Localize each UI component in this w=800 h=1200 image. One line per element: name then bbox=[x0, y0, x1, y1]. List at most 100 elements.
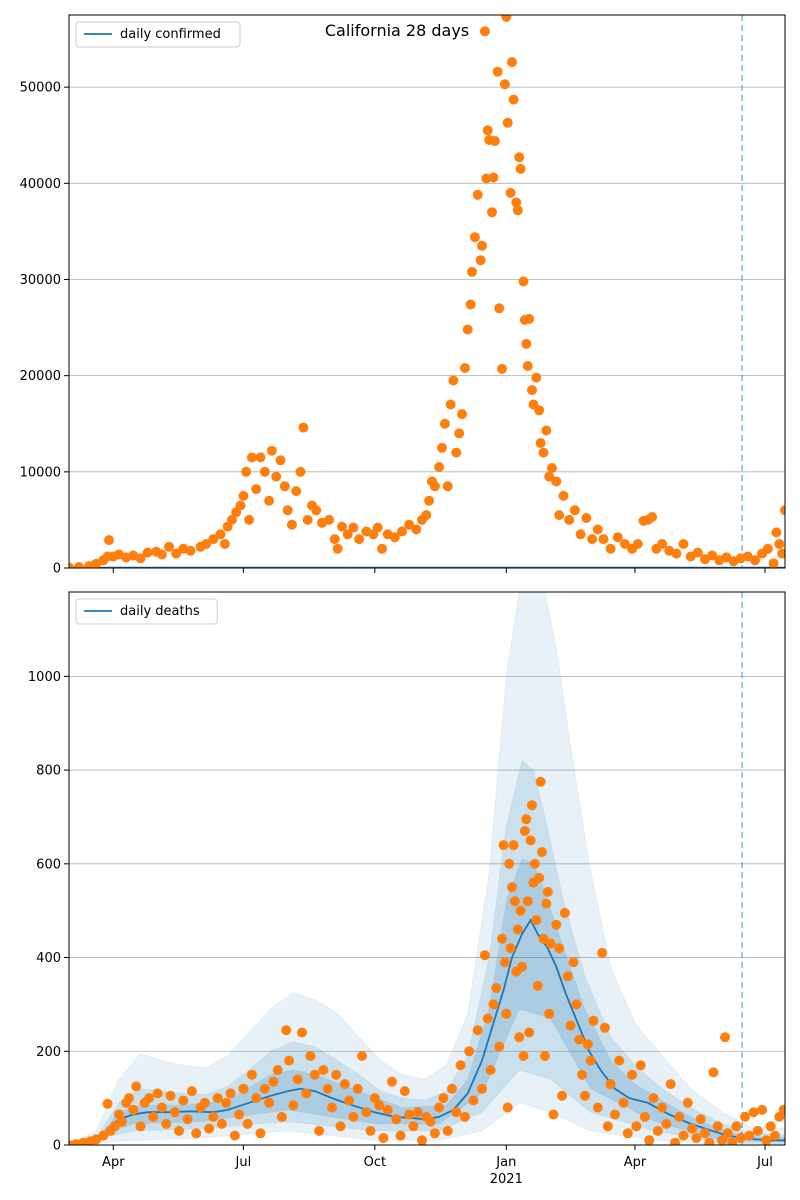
data-point bbox=[251, 484, 262, 495]
data-point bbox=[288, 1100, 299, 1111]
data-point bbox=[505, 187, 516, 198]
data-point bbox=[374, 1100, 385, 1111]
data-point bbox=[501, 1008, 512, 1019]
data-point bbox=[509, 896, 520, 907]
data-point bbox=[459, 363, 470, 373]
data-point bbox=[557, 1090, 568, 1101]
deaths-bands bbox=[69, 592, 785, 1145]
data-point bbox=[517, 961, 527, 972]
data-point bbox=[521, 814, 532, 825]
data-point bbox=[771, 527, 782, 538]
data-point bbox=[291, 486, 302, 497]
data-point bbox=[264, 1097, 275, 1108]
data-point bbox=[255, 452, 266, 463]
data-point bbox=[429, 481, 440, 492]
data-point bbox=[397, 526, 407, 537]
x-tick-label: Apr bbox=[624, 1155, 647, 1170]
confirmed-legend: daily confirmed bbox=[75, 21, 241, 48]
data-point bbox=[770, 1130, 780, 1141]
confirmed-x-ticks bbox=[112, 568, 766, 573]
deaths-legend-box bbox=[75, 598, 218, 625]
data-point bbox=[259, 466, 270, 477]
data-point bbox=[286, 519, 297, 530]
y-tick-label: 400 bbox=[36, 951, 61, 966]
data-point bbox=[700, 1128, 710, 1139]
data-point bbox=[424, 495, 435, 506]
data-point bbox=[464, 1046, 475, 1057]
data-point bbox=[437, 442, 447, 453]
data-point bbox=[750, 555, 760, 566]
data-point bbox=[377, 543, 387, 554]
deaths-legend: daily deaths bbox=[75, 598, 218, 625]
data-point bbox=[241, 466, 252, 477]
data-point bbox=[547, 463, 557, 473]
y-tick-label: 20000 bbox=[20, 369, 61, 384]
data-point bbox=[508, 840, 519, 851]
data-point bbox=[482, 125, 493, 136]
data-point bbox=[411, 524, 422, 535]
data-point bbox=[780, 505, 785, 516]
data-point bbox=[562, 971, 573, 982]
data-point bbox=[695, 1114, 706, 1125]
x-tick-label: Jan bbox=[495, 1155, 516, 1170]
data-point bbox=[185, 545, 196, 556]
data-point bbox=[216, 1118, 227, 1129]
y-tick-label: 200 bbox=[36, 1045, 61, 1060]
data-point bbox=[661, 1118, 672, 1129]
data-point bbox=[515, 905, 526, 916]
data-point bbox=[497, 933, 507, 944]
data-point bbox=[221, 1097, 232, 1108]
data-point bbox=[531, 915, 542, 926]
data-point bbox=[488, 999, 499, 1010]
data-point bbox=[305, 1051, 316, 1061]
data-point bbox=[408, 1121, 419, 1132]
data-point bbox=[98, 1130, 109, 1141]
data-point bbox=[455, 1060, 466, 1071]
data-point bbox=[447, 1083, 457, 1094]
data-point bbox=[348, 522, 359, 533]
data-point bbox=[707, 550, 718, 561]
data-point bbox=[558, 490, 569, 501]
data-point bbox=[515, 163, 526, 174]
data-point bbox=[459, 1111, 470, 1122]
deaths-y-ticks: 0 200 400 600 800 1000 bbox=[28, 670, 69, 1154]
data-point bbox=[417, 1135, 427, 1145]
data-point bbox=[264, 495, 275, 506]
data-point bbox=[527, 385, 537, 396]
data-point bbox=[559, 908, 570, 918]
y-tick-label: 40000 bbox=[20, 177, 61, 192]
data-point bbox=[225, 1088, 236, 1099]
data-point bbox=[339, 1079, 350, 1090]
data-point bbox=[354, 534, 365, 545]
data-point bbox=[598, 534, 609, 545]
data-point bbox=[518, 1051, 529, 1061]
data-point bbox=[395, 1130, 406, 1141]
data-point bbox=[348, 1111, 359, 1122]
data-point bbox=[135, 1121, 146, 1132]
data-point bbox=[577, 1069, 588, 1080]
data-point bbox=[507, 882, 517, 893]
data-point bbox=[678, 1130, 689, 1141]
data-point bbox=[612, 532, 623, 543]
data-point bbox=[502, 117, 513, 128]
data-point bbox=[292, 1074, 303, 1085]
data-point bbox=[282, 505, 293, 516]
data-point bbox=[678, 539, 689, 549]
data-point bbox=[761, 1135, 772, 1145]
data-point bbox=[281, 1025, 292, 1036]
data-point bbox=[332, 543, 343, 554]
data-point bbox=[212, 1093, 223, 1104]
data-point bbox=[182, 1114, 193, 1125]
data-point bbox=[144, 1093, 154, 1104]
confirmed-legend-label: daily confirmed bbox=[120, 27, 221, 42]
data-point bbox=[731, 1121, 742, 1132]
data-point bbox=[324, 514, 335, 525]
data-point bbox=[592, 1102, 603, 1113]
data-point bbox=[259, 1083, 270, 1094]
data-point bbox=[451, 1107, 462, 1118]
data-point bbox=[116, 1116, 127, 1127]
data-point bbox=[204, 1123, 215, 1134]
data-point bbox=[169, 1107, 180, 1118]
data-point bbox=[131, 1081, 142, 1092]
data-point bbox=[387, 1076, 397, 1087]
